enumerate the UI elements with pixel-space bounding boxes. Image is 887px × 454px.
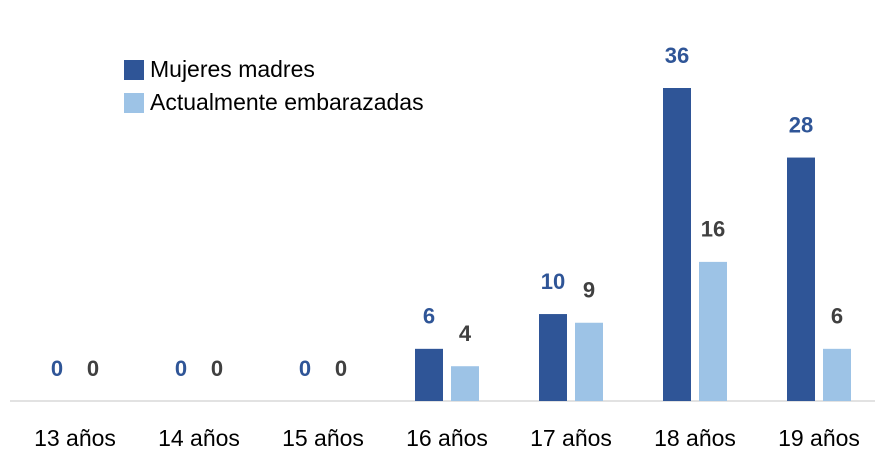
x-tick-label: 19 años	[778, 425, 860, 451]
data-label: 0	[335, 356, 347, 381]
x-tick-label: 14 años	[158, 425, 240, 451]
data-label: 0	[51, 356, 63, 381]
data-label: 36	[665, 43, 689, 68]
data-label: 16	[701, 217, 725, 242]
x-tick-label: 13 años	[34, 425, 116, 451]
x-tick-label: 15 años	[282, 425, 364, 451]
data-label: 28	[789, 112, 813, 137]
x-tick-label: 18 años	[654, 425, 736, 451]
legend-label: Mujeres madres	[150, 56, 315, 82]
legend-swatch	[124, 93, 144, 113]
data-label: 9	[583, 278, 595, 303]
data-label: 0	[175, 356, 187, 381]
x-tick-label: 17 años	[530, 425, 612, 451]
data-label: 0	[299, 356, 311, 381]
data-label: 0	[211, 356, 223, 381]
data-label: 6	[831, 304, 843, 329]
data-label: 10	[541, 269, 565, 294]
x-tick-label: 16 años	[406, 425, 488, 451]
data-label: 0	[87, 356, 99, 381]
bar	[823, 348, 851, 401]
legend-swatch	[124, 60, 144, 80]
data-label: 6	[423, 304, 435, 329]
data-label: 4	[459, 321, 472, 346]
legend-label: Actualmente embarazadas	[150, 89, 424, 115]
bar	[575, 322, 603, 401]
bar	[415, 348, 443, 401]
bar	[663, 88, 691, 401]
bar	[451, 366, 479, 401]
bar	[539, 314, 567, 401]
bar	[699, 261, 727, 401]
bar	[787, 157, 815, 401]
